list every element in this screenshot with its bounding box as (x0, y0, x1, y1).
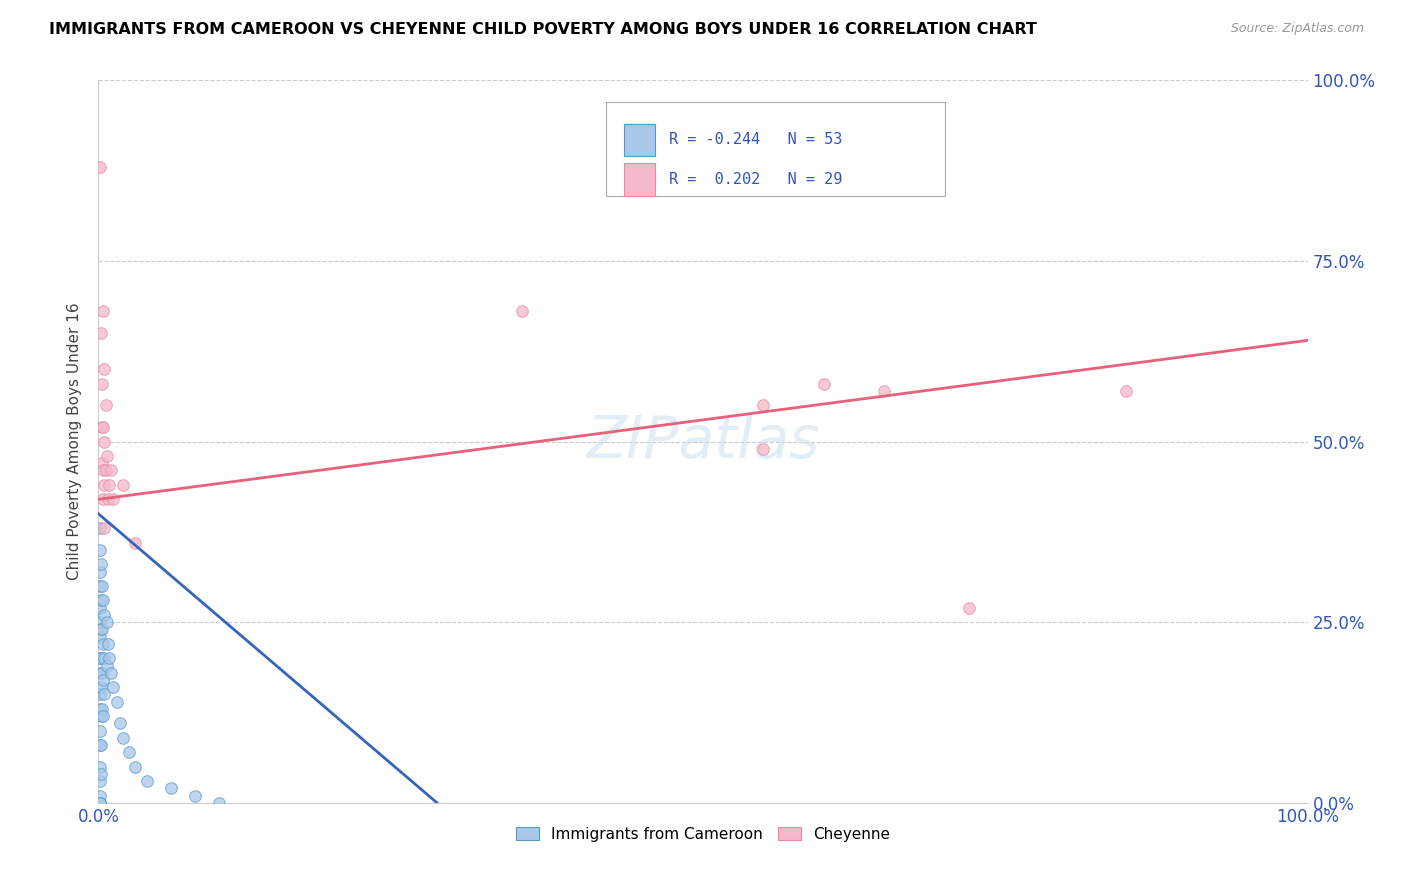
Point (89, 702, 111, 716)
Point (108, 716, 131, 731)
Point (98, 478, 121, 492)
Point (184, 789, 207, 803)
Point (89, 160, 111, 174)
Point (89, 665, 111, 680)
Point (89, 565, 111, 579)
Point (100, 665, 122, 680)
Point (90, 326, 112, 340)
Point (91, 579, 114, 593)
Point (89, 760, 111, 774)
Point (90, 738, 112, 752)
Point (91, 463, 114, 477)
Point (91, 623, 114, 637)
Point (101, 492, 124, 507)
Point (89, 774, 111, 789)
Point (89, 796, 111, 810)
Text: ZIPatlas: ZIPatlas (586, 413, 820, 470)
Point (752, 442, 775, 456)
Point (118, 745, 141, 759)
Point (94, 398, 117, 412)
Point (89, 542, 111, 557)
Point (93, 521, 115, 535)
Point (208, 796, 231, 810)
Point (124, 760, 146, 774)
Point (101, 680, 124, 694)
Point (135, 774, 157, 789)
Point (91, 376, 114, 391)
FancyBboxPatch shape (624, 124, 655, 156)
Point (93, 362, 115, 376)
Point (90, 623, 112, 637)
Point (96, 449, 118, 463)
Point (91, 702, 114, 716)
Point (89, 789, 111, 803)
Point (91, 420, 114, 434)
Point (160, 781, 183, 796)
Point (96, 615, 118, 630)
Text: R = -0.244   N = 53: R = -0.244 N = 53 (669, 132, 842, 147)
Point (89, 630, 111, 644)
Point (111, 731, 134, 745)
Point (93, 651, 115, 665)
Point (91, 709, 114, 723)
Point (957, 600, 980, 615)
Point (91, 304, 114, 318)
Point (89, 687, 111, 701)
Point (89, 579, 111, 593)
Point (89, 615, 111, 630)
FancyBboxPatch shape (606, 102, 945, 196)
FancyBboxPatch shape (624, 163, 655, 196)
Point (100, 463, 122, 477)
Legend: Immigrants from Cameroon, Cheyenne: Immigrants from Cameroon, Cheyenne (508, 819, 898, 849)
Text: R =  0.202   N = 29: R = 0.202 N = 29 (669, 172, 842, 187)
Point (93, 687, 115, 701)
Point (93, 478, 115, 492)
Point (91, 593, 114, 607)
Point (510, 304, 533, 318)
Point (89, 651, 111, 665)
Point (98, 651, 121, 665)
Y-axis label: Child Poverty Among Boys Under 16: Child Poverty Among Boys Under 16 (67, 302, 83, 581)
Point (91, 456, 114, 470)
Point (1115, 384, 1137, 398)
Point (91, 420, 114, 434)
Point (91, 665, 114, 680)
Point (97, 637, 120, 651)
Point (124, 535, 146, 549)
Point (97, 492, 120, 507)
Point (105, 695, 128, 709)
Point (93, 434, 115, 449)
Point (90, 767, 112, 781)
Point (89, 723, 111, 738)
Point (873, 384, 896, 398)
Point (89, 738, 111, 752)
Text: IMMIGRANTS FROM CAMEROON VS CHEYENNE CHILD POVERTY AMONG BOYS UNDER 16 CORRELATI: IMMIGRANTS FROM CAMEROON VS CHEYENNE CHI… (49, 22, 1038, 37)
Point (90, 709, 112, 723)
Point (752, 398, 775, 412)
Point (91, 492, 114, 507)
Text: Source: ZipAtlas.com: Source: ZipAtlas.com (1230, 22, 1364, 36)
Point (89, 796, 111, 810)
Point (111, 478, 134, 492)
Point (90, 680, 112, 694)
Point (91, 637, 114, 651)
Point (89, 600, 111, 615)
Point (90, 593, 112, 607)
Point (813, 376, 835, 391)
Point (89, 796, 111, 810)
Point (91, 673, 114, 687)
Point (90, 651, 112, 665)
Point (94, 463, 117, 477)
Point (89, 521, 111, 535)
Point (93, 607, 115, 622)
Point (96, 658, 118, 673)
Point (90, 558, 112, 572)
